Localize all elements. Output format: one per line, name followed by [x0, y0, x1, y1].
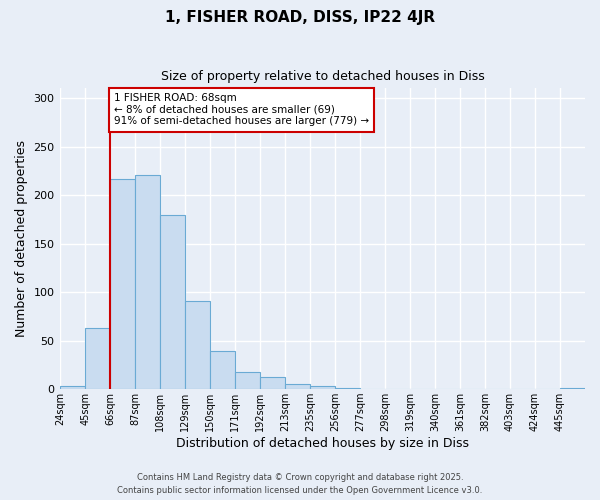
- Bar: [135, 174, 160, 389]
- Bar: [85, 328, 110, 389]
- Title: Size of property relative to detached houses in Diss: Size of property relative to detached ho…: [161, 70, 484, 83]
- Bar: [210, 352, 235, 389]
- X-axis label: Distribution of detached houses by size in Diss: Distribution of detached houses by size …: [176, 437, 469, 450]
- Bar: [60, 386, 85, 389]
- Bar: [560, 388, 585, 389]
- Bar: [310, 386, 335, 389]
- Bar: [260, 376, 285, 389]
- Bar: [185, 301, 210, 389]
- Bar: [110, 178, 135, 389]
- Bar: [235, 372, 260, 389]
- Bar: [160, 216, 185, 389]
- Text: 1, FISHER ROAD, DISS, IP22 4JR: 1, FISHER ROAD, DISS, IP22 4JR: [165, 10, 435, 25]
- Y-axis label: Number of detached properties: Number of detached properties: [15, 140, 28, 337]
- Bar: [335, 388, 360, 389]
- Text: 1 FISHER ROAD: 68sqm
← 8% of detached houses are smaller (69)
91% of semi-detach: 1 FISHER ROAD: 68sqm ← 8% of detached ho…: [114, 93, 369, 126]
- Bar: [285, 384, 310, 389]
- Text: Contains HM Land Registry data © Crown copyright and database right 2025.
Contai: Contains HM Land Registry data © Crown c…: [118, 474, 482, 495]
